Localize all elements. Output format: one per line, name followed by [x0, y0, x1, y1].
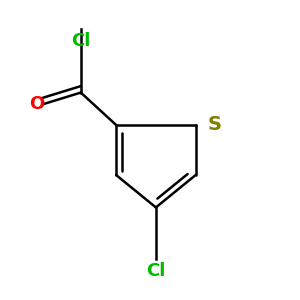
Text: O: O — [29, 95, 44, 113]
Text: Cl: Cl — [146, 262, 166, 280]
Text: S: S — [208, 116, 222, 134]
Text: Cl: Cl — [71, 32, 91, 50]
